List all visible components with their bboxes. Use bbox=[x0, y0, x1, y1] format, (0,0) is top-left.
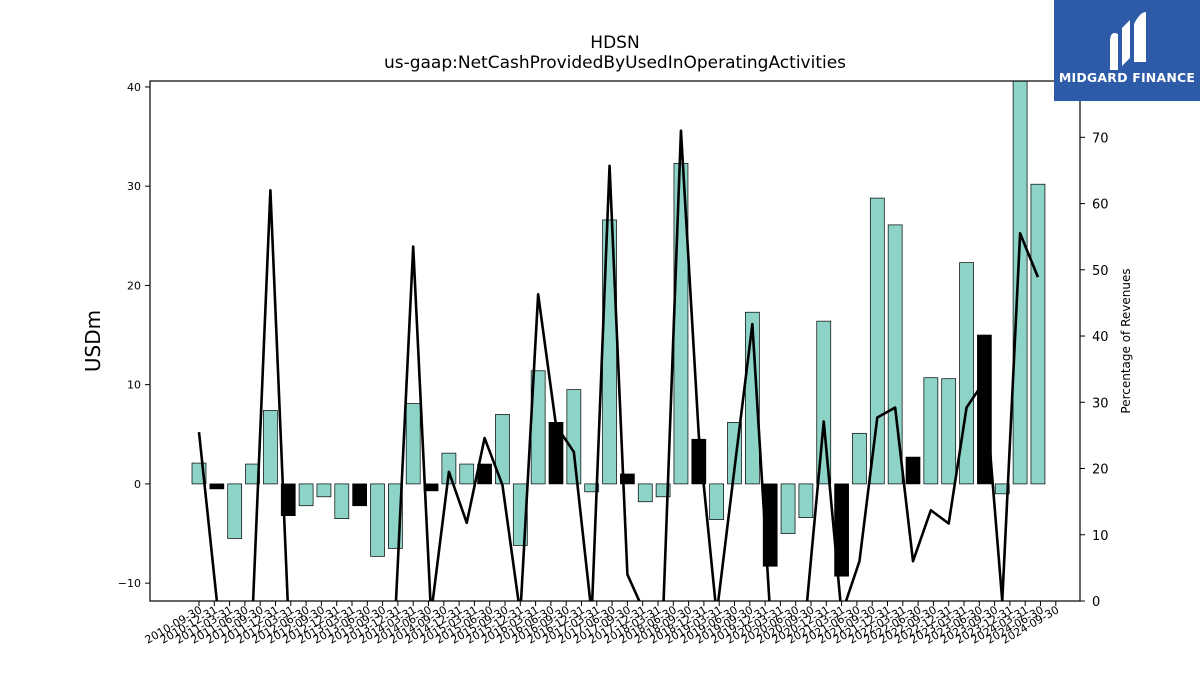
bar-2015-12-31 bbox=[566, 389, 582, 485]
y2-tick-label-30: 30 bbox=[1092, 396, 1109, 411]
line-group bbox=[197, 129, 1040, 601]
bar-2020-12-31 bbox=[923, 377, 939, 485]
bar-2021-09-30 bbox=[977, 334, 992, 485]
y2-tick-label-40: 40 bbox=[1092, 330, 1109, 345]
bar-2021-06-30 bbox=[959, 262, 974, 485]
y-tick-label-0: 0 bbox=[134, 478, 141, 491]
bar-2020-09-30 bbox=[905, 456, 921, 485]
y-tick-label-20: 20 bbox=[127, 279, 141, 292]
midgard-finance-logo: MIDGARD FINANCE bbox=[1054, 0, 1200, 101]
logo-text: MIDGARD FINANCE bbox=[1058, 70, 1196, 85]
y2-axis-label: Percentage of Revenues bbox=[1119, 268, 1133, 413]
chart-subtitle: us-gaap:NetCashProvidedByUsedInOperating… bbox=[383, 53, 847, 73]
bar-2017-12-31 bbox=[709, 483, 725, 520]
bar-2013-09-30 bbox=[405, 403, 421, 485]
bar-2016-12-31 bbox=[637, 483, 653, 503]
logo-stroke-middle bbox=[1122, 20, 1130, 66]
bar-2012-09-30 bbox=[334, 483, 350, 519]
bar-2016-09-30 bbox=[620, 473, 635, 485]
logo-stroke-left bbox=[1110, 33, 1118, 70]
bar-2011-09-30 bbox=[263, 410, 278, 485]
logo-stroke-right bbox=[1134, 12, 1146, 62]
y2-tick-label-50: 50 bbox=[1092, 264, 1109, 279]
bar-2019-03-31 bbox=[798, 483, 814, 518]
plot-frame bbox=[149, 80, 1081, 602]
logo-mark-icon bbox=[1110, 12, 1146, 70]
y-tick-label-30: 30 bbox=[127, 180, 141, 193]
bar-group bbox=[191, 81, 1046, 577]
y-axis-label: USDm bbox=[81, 310, 105, 372]
bar-2019-06-30 bbox=[816, 320, 832, 485]
bar-2012-03-31 bbox=[298, 483, 314, 507]
y-tick-label--10: −10 bbox=[118, 577, 141, 590]
bar-2020-03-31 bbox=[869, 197, 885, 485]
bar-2012-12-31 bbox=[352, 483, 367, 507]
bar-2011-03-31 bbox=[227, 483, 243, 539]
bar-2021-12-31 bbox=[994, 483, 1010, 495]
bar-2013-03-31 bbox=[370, 483, 385, 557]
bar-2010-12-31 bbox=[209, 483, 225, 490]
bar-2018-12-31 bbox=[780, 483, 796, 534]
y2-tick-label-60: 60 bbox=[1092, 198, 1109, 213]
bar-2019-12-31 bbox=[852, 432, 867, 485]
bar-2022-03-31 bbox=[1012, 81, 1028, 485]
y2-tick-label-10: 10 bbox=[1092, 529, 1109, 544]
bar-2014-06-30 bbox=[459, 463, 475, 485]
y2-tick-label-0: 0 bbox=[1092, 595, 1100, 610]
bar-2012-06-30 bbox=[316, 483, 332, 498]
bar-2016-03-31 bbox=[584, 483, 600, 493]
bar-2014-03-31 bbox=[441, 452, 457, 485]
y2-tick-label-20: 20 bbox=[1092, 463, 1109, 478]
chart-title: HDSN bbox=[590, 33, 640, 53]
y2-tick-label-70: 70 bbox=[1092, 131, 1109, 146]
bar-2021-03-31 bbox=[941, 378, 957, 485]
bar-2022-06-30 bbox=[1030, 183, 1046, 485]
bar-2020-06-30 bbox=[887, 224, 903, 485]
y-tick-label-40: 40 bbox=[127, 81, 141, 94]
percentage-of-revenues-line bbox=[197, 129, 1040, 601]
y-tick-label-10: 10 bbox=[127, 379, 141, 392]
